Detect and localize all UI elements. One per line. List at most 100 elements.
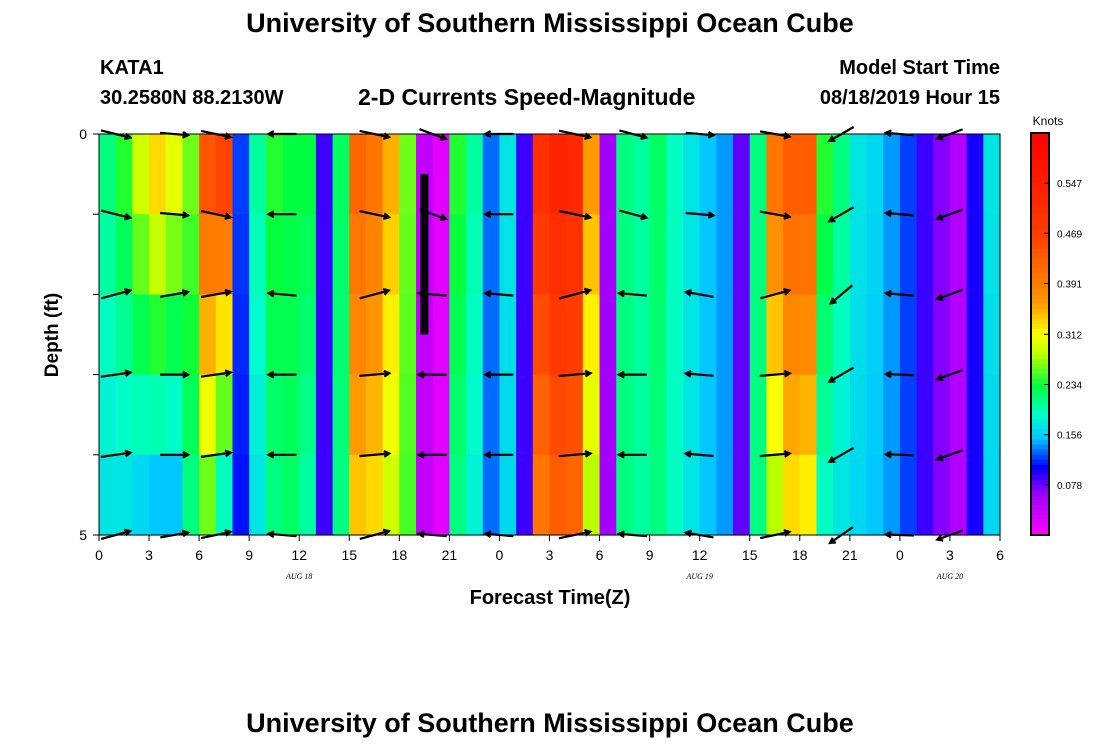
heatmap-cell [733,374,751,456]
x-tick-label: 6 [996,547,1004,563]
heatmap-cell [165,134,184,215]
heatmap-cell [282,134,300,215]
vector-head [935,454,944,462]
vector-head [783,450,792,458]
current-vector [683,450,714,458]
colorbar-segment [1031,318,1049,325]
heatmap-cell [816,294,834,376]
colorbar-segment [1031,228,1049,235]
heatmap-cell [332,134,350,215]
heatmap-cell [899,374,918,456]
colorbar-segment [1031,218,1049,225]
heatmap-cell [499,454,517,536]
heatmap-cell [466,454,484,536]
colorbar-segment [1031,374,1049,380]
vector-head [483,530,492,539]
heatmap-cell [766,134,784,215]
colorbar-segment [1031,474,1049,481]
current-vector [266,370,297,379]
heatmap-cell [582,454,601,536]
heatmap-cell [199,374,217,456]
heatmap-cell [132,294,150,376]
vector-head [783,369,792,378]
colorbar-segment [1031,138,1049,144]
heatmap-cell [149,454,167,536]
vector-shaft [200,290,231,299]
heatmap-cell [349,374,367,456]
vector-head [616,450,625,459]
heatmap-cell [749,374,768,456]
colorbar-tick-label: 0.469 [1057,229,1082,240]
heatmap-cell [666,214,684,295]
heatmap-cell [849,374,868,456]
x-axis-label: Forecast Time(Z) [470,587,631,609]
current-vector [200,288,233,299]
heatmap-cell [399,214,417,295]
vector-head [935,534,944,542]
heatmap-cell [449,294,467,376]
heatmap-cell [416,374,434,456]
vector-head [124,132,133,141]
heatmap-cell [699,294,717,376]
colorbar-segment [1031,434,1049,441]
current-vector [200,210,233,221]
vector-head [382,288,391,296]
page-title: University of Southern Mississippi Ocean… [246,8,854,38]
heatmap-cell [115,134,133,215]
x-tick-label: 12 [692,547,708,563]
colorbar-segment [1031,288,1049,295]
colorbar-segment [1031,469,1049,476]
vector-head [783,212,792,220]
colorbar-segment [1031,308,1049,315]
vector-head [683,289,692,297]
heatmap-cell [199,454,217,536]
heatmap-cell [532,214,551,295]
heatmap-cell [332,374,350,456]
current-vector [160,450,191,459]
heatmap-cell [833,214,851,295]
heatmap-cell [99,374,117,456]
colorbar: 0.547 0.469 0.391 0.312 0.234 0.156 0.078 [1030,132,1082,536]
current-vector [160,370,191,379]
vector-head [224,212,233,221]
heatmap-cell [933,214,951,295]
heatmap-cell [449,374,467,456]
current-vector [100,369,133,378]
heatmap-cell [99,134,117,215]
colorbar-segment [1031,369,1049,375]
heatmap-cell [733,214,751,295]
vector-shaft [828,206,855,223]
heatmap-cell [582,374,601,456]
vector-shaft [830,284,853,305]
vector-head [827,456,836,463]
heatmap-cell [249,454,267,536]
vector-shaft [885,373,914,377]
heatmap-cell [866,454,884,536]
heatmap-cell [599,134,617,215]
current-vector [416,370,447,379]
heatmap-cell [549,374,567,456]
heatmap-cell [199,214,217,295]
vector-shaft [200,210,231,219]
vector-head [827,375,836,383]
colorbar-segment [1031,449,1049,456]
heatmap-cell [866,294,884,376]
heatmap-cell [566,214,584,295]
colorbar-segment [1031,213,1049,220]
heatmap-cell [649,134,667,215]
current-vector [827,366,855,383]
vector-shaft [359,289,390,300]
heatmap-cell [199,134,217,215]
heatmap-cell [983,374,1001,456]
heatmap-cell [466,294,484,376]
current-vector [200,449,234,458]
current-vector [266,450,297,459]
heatmap-cell [599,454,617,536]
colorbar-segment [1031,153,1049,159]
colorbar-segment [1031,283,1049,290]
heatmap-cell [849,294,868,376]
colorbar-label: Knots [1033,114,1064,128]
heatmap-cell [365,374,384,456]
vector-shaft [759,210,790,218]
heatmap-cell [916,454,934,536]
